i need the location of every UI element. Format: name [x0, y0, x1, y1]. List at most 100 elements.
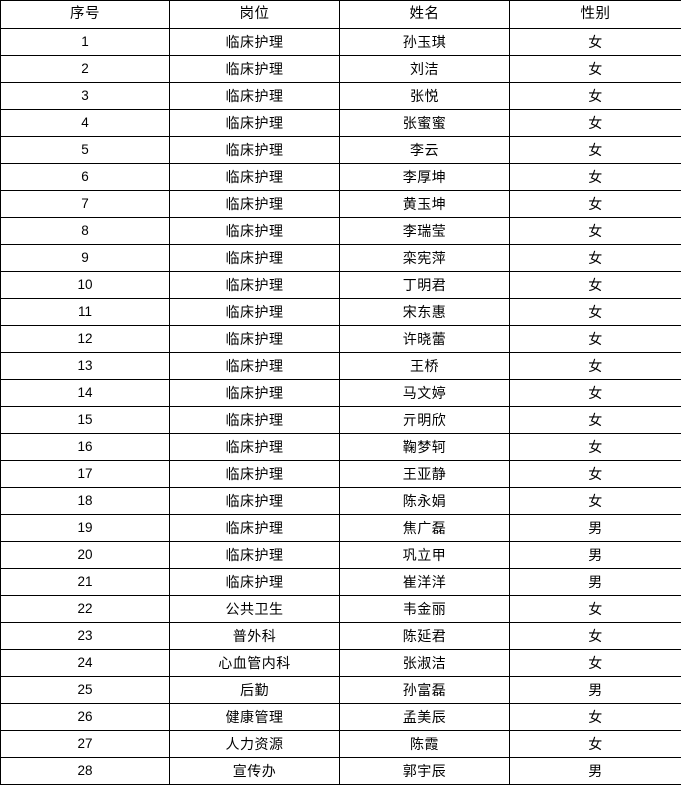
- table-cell-name: 巩立甲: [340, 542, 510, 569]
- table-cell-index: 7: [1, 191, 170, 218]
- table-cell-name: 崔洋洋: [340, 569, 510, 596]
- column-header-gender: 性别: [510, 1, 681, 29]
- table-cell-position: 临床护理: [170, 434, 340, 461]
- table-cell-position: 临床护理: [170, 245, 340, 272]
- table-cell-index: 8: [1, 218, 170, 245]
- table-cell-index: 14: [1, 380, 170, 407]
- table-cell-gender: 女: [510, 245, 681, 272]
- table-cell-position: 临床护理: [170, 569, 340, 596]
- table-cell-name: 黄玉坤: [340, 191, 510, 218]
- table-cell-index: 23: [1, 623, 170, 650]
- table-cell-name: 孟美辰: [340, 704, 510, 731]
- table-cell-position: 公共卫生: [170, 596, 340, 623]
- table-cell-index: 15: [1, 407, 170, 434]
- table-cell-position: 后勤: [170, 677, 340, 704]
- table-cell-index: 26: [1, 704, 170, 731]
- table-cell-name: 张悦: [340, 83, 510, 110]
- table-cell-gender: 男: [510, 515, 681, 542]
- table-cell-index: 27: [1, 731, 170, 758]
- table-cell-gender: 女: [510, 272, 681, 299]
- table-cell-position: 临床护理: [170, 380, 340, 407]
- table-cell-index: 21: [1, 569, 170, 596]
- column-header-position: 岗位: [170, 1, 340, 29]
- table-cell-gender: 女: [510, 191, 681, 218]
- table-cell-index: 16: [1, 434, 170, 461]
- table-cell-index: 22: [1, 596, 170, 623]
- table-cell-index: 1: [1, 29, 170, 56]
- table-cell-name: 丁明君: [340, 272, 510, 299]
- table-cell-name: 鞠梦轲: [340, 434, 510, 461]
- table-cell-name: 韦金丽: [340, 596, 510, 623]
- table-cell-position: 临床护理: [170, 326, 340, 353]
- table-cell-gender: 男: [510, 569, 681, 596]
- table-header: 序号 岗位 姓名 性别: [1, 1, 681, 29]
- table-cell-position: 临床护理: [170, 407, 340, 434]
- table-cell-gender: 女: [510, 326, 681, 353]
- table-cell-index: 17: [1, 461, 170, 488]
- table-cell-gender: 女: [510, 596, 681, 623]
- table-cell-index: 9: [1, 245, 170, 272]
- table-cell-index: 6: [1, 164, 170, 191]
- table-cell-index: 3: [1, 83, 170, 110]
- table-cell-gender: 女: [510, 164, 681, 191]
- table-cell-position: 临床护理: [170, 272, 340, 299]
- table-cell-gender: 女: [510, 407, 681, 434]
- table-cell-position: 人力资源: [170, 731, 340, 758]
- table-cell-gender: 女: [510, 56, 681, 83]
- table-cell-position: 普外科: [170, 623, 340, 650]
- table-cell-gender: 女: [510, 731, 681, 758]
- column-header-index: 序号: [1, 1, 170, 29]
- table-cell-position: 临床护理: [170, 542, 340, 569]
- table-cell-name: 李云: [340, 137, 510, 164]
- header-row: 序号 岗位 姓名 性别: [1, 1, 681, 29]
- table-cell-position: 临床护理: [170, 218, 340, 245]
- table-cell-position: 临床护理: [170, 137, 340, 164]
- table-cell-gender: 女: [510, 299, 681, 326]
- table-cell-position: 临床护理: [170, 164, 340, 191]
- table-cell-position: 临床护理: [170, 488, 340, 515]
- table-cell-gender: 女: [510, 650, 681, 677]
- table-cell-gender: 女: [510, 704, 681, 731]
- table-cell-position: 健康管理: [170, 704, 340, 731]
- table-cell-name: 焦广磊: [340, 515, 510, 542]
- table-cell-name: 张蜜蜜: [340, 110, 510, 137]
- table-cell-gender: 女: [510, 83, 681, 110]
- column-header-name: 姓名: [340, 1, 510, 29]
- table-cell-gender: 女: [510, 218, 681, 245]
- table-cell-name: 许晓蕾: [340, 326, 510, 353]
- table-cell-name: 刘洁: [340, 56, 510, 83]
- table-cell-name: 陈霞: [340, 731, 510, 758]
- table-cell-index: 24: [1, 650, 170, 677]
- table-cell-name: 孙玉琪: [340, 29, 510, 56]
- table-cell-gender: 女: [510, 623, 681, 650]
- table-cell-position: 临床护理: [170, 515, 340, 542]
- table-cell-gender: 女: [510, 380, 681, 407]
- table-cell-position: 临床护理: [170, 56, 340, 83]
- table-cell-position: 临床护理: [170, 191, 340, 218]
- table-cell-gender: 女: [510, 488, 681, 515]
- table-cell-index: 5: [1, 137, 170, 164]
- table-cell-gender: 女: [510, 29, 681, 56]
- table-cell-name: 马文婷: [340, 380, 510, 407]
